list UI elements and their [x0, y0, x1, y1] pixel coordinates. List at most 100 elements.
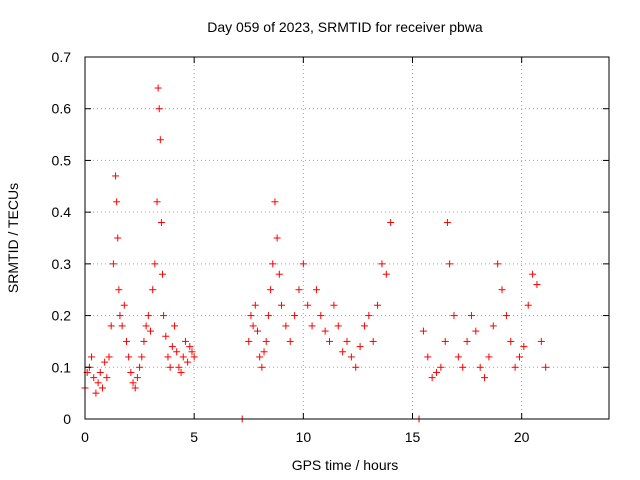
- data-point: [159, 270, 167, 278]
- data-point: [264, 312, 272, 320]
- data-point: [494, 260, 502, 268]
- data-point: [247, 312, 255, 320]
- data-point: [113, 198, 121, 206]
- data-point: [533, 281, 541, 289]
- data-point: [253, 327, 261, 335]
- data-point: [441, 337, 449, 345]
- data-point: [171, 322, 179, 330]
- data-point: [115, 286, 123, 294]
- x-tick-label: 20: [514, 429, 530, 445]
- data-point: [374, 301, 382, 309]
- x-tick-label: 5: [190, 429, 198, 445]
- data-point: [116, 312, 124, 320]
- data-point: [147, 327, 154, 335]
- data-point: [153, 198, 161, 206]
- data-point: [88, 353, 96, 361]
- data-point: [112, 172, 120, 180]
- y-tick-label: 0.4: [52, 204, 72, 220]
- data-point: [382, 270, 390, 278]
- ticks-layer: 0 0.1 0.2 0.3 0.4 0.5 0.6 0.7 0 5 10 15 20: [52, 49, 609, 445]
- data-point: [175, 363, 183, 371]
- data-point: [291, 312, 299, 320]
- data-point: [334, 322, 342, 330]
- data-point: [352, 363, 360, 371]
- y-tick-label: 0: [63, 411, 71, 427]
- data-point: [184, 358, 192, 366]
- data-point: [245, 337, 253, 345]
- data-point: [131, 384, 139, 392]
- data-point: [467, 312, 475, 320]
- data-point: [173, 348, 181, 356]
- data-point: [118, 322, 126, 330]
- data-point: [129, 379, 137, 387]
- data-point: [181, 337, 189, 345]
- data-point: [188, 348, 196, 356]
- y-tick-label: 0.1: [52, 359, 72, 375]
- y-tick-label: 0.7: [52, 49, 72, 65]
- data-point: [542, 363, 550, 371]
- data-point: [157, 218, 165, 226]
- data-point: [92, 389, 100, 397]
- data-point: [273, 234, 281, 242]
- data-point: [269, 260, 277, 268]
- data-point: [278, 301, 285, 309]
- data-point: [166, 363, 174, 371]
- data-point: [155, 105, 163, 113]
- data-point: [260, 348, 268, 356]
- data-point: [140, 337, 148, 345]
- data-point: [275, 270, 283, 278]
- data-point: [190, 353, 198, 361]
- data-point: [443, 218, 451, 226]
- data-point: [326, 337, 334, 345]
- data-point: [122, 337, 130, 345]
- data-point: [419, 327, 427, 335]
- data-point: [339, 348, 347, 356]
- data-point: [162, 332, 170, 340]
- data-point: [463, 337, 471, 345]
- data-point: [127, 368, 135, 376]
- data-point: [437, 363, 445, 371]
- data-point: [251, 301, 259, 309]
- data-point: [304, 301, 312, 309]
- y-tick-label: 0.3: [52, 256, 72, 272]
- data-point: [109, 260, 117, 268]
- data-point: [537, 337, 545, 345]
- x-axis-label: GPS time / hours: [292, 457, 399, 473]
- data-point: [96, 368, 104, 376]
- data-point: [286, 337, 294, 345]
- data-point: [481, 374, 489, 382]
- data-point: [450, 312, 458, 320]
- y-tick-label: 0.5: [52, 152, 72, 168]
- data-point: [179, 353, 187, 361]
- data-point: [365, 312, 373, 320]
- data-point: [454, 353, 462, 361]
- data-point: [330, 301, 338, 309]
- data-point: [154, 84, 162, 92]
- data-point: [485, 353, 493, 361]
- y-axis-label: SRMTID / TECUs: [5, 183, 21, 293]
- data-point: [267, 286, 275, 294]
- data-point: [387, 218, 395, 226]
- data-point: [360, 322, 368, 330]
- data-point: [428, 374, 436, 382]
- plot-frame: [84, 56, 610, 420]
- data-point: [258, 363, 266, 371]
- data-point: [90, 374, 98, 382]
- data-point: [107, 322, 115, 330]
- data-point: [114, 234, 122, 242]
- data-point: [101, 358, 109, 366]
- data-point: [356, 343, 364, 351]
- data-point: [256, 353, 264, 361]
- data-point: [524, 301, 532, 309]
- data-point: [378, 260, 386, 268]
- y-tick-label: 0.2: [52, 308, 72, 324]
- points-layer: [81, 84, 550, 423]
- data-point: [459, 363, 467, 371]
- data-point: [105, 353, 113, 361]
- data-point: [424, 353, 432, 361]
- data-point: [476, 363, 484, 371]
- data-point: [138, 353, 146, 361]
- data-point: [308, 322, 316, 330]
